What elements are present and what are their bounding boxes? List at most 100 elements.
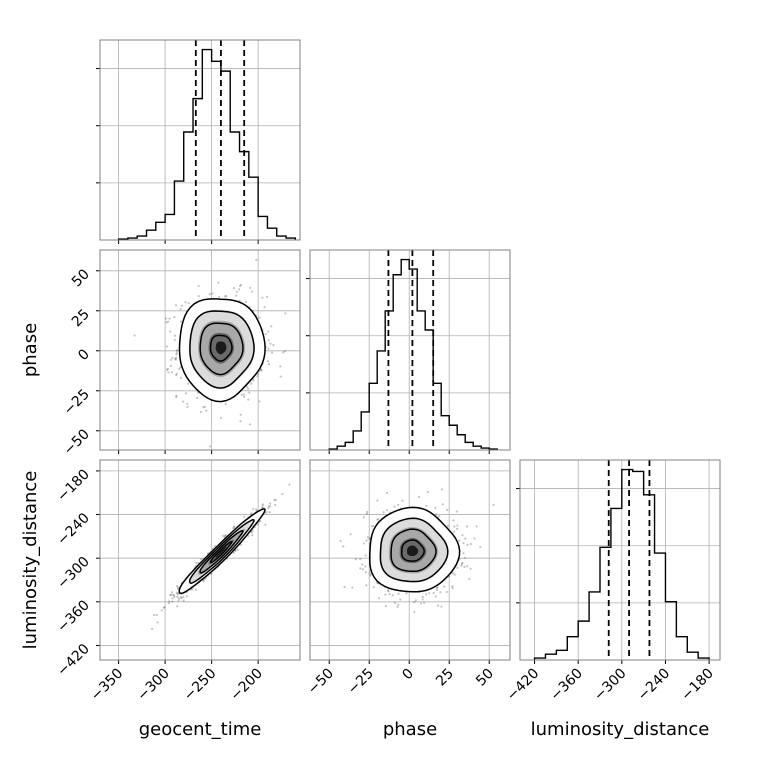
sample-point	[370, 525, 373, 528]
sample-point	[393, 505, 396, 508]
contour-line	[199, 529, 244, 574]
sample-point	[252, 379, 255, 382]
histogram-phase	[328, 258, 498, 450]
sample-point	[387, 589, 390, 592]
panel-content	[100, 250, 300, 456]
sample-point	[361, 563, 364, 566]
sample-point	[174, 358, 177, 361]
sample-point	[169, 594, 172, 597]
sample-point	[169, 593, 172, 596]
sample-point	[177, 599, 180, 602]
sample-point	[458, 539, 461, 542]
sample-point	[254, 508, 258, 511]
sample-point	[414, 599, 417, 602]
sample-point	[461, 561, 464, 565]
sample-point	[284, 312, 287, 315]
sample-point	[176, 593, 179, 596]
sample-point	[249, 286, 252, 290]
x-tick-label: −180	[678, 666, 717, 705]
sample-point	[426, 490, 429, 494]
x-tick-label: −50	[305, 666, 337, 698]
sample-point	[274, 503, 277, 507]
sample-point	[421, 595, 424, 599]
sample-point	[182, 599, 185, 602]
sample-point	[453, 525, 456, 528]
sample-point	[372, 524, 375, 528]
panel-frame	[99, 459, 301, 661]
sample-point	[182, 595, 185, 599]
sample-point	[232, 525, 235, 528]
sample-point	[365, 512, 369, 515]
sample-point	[419, 602, 423, 605]
sample-point	[256, 375, 259, 378]
sample-point	[170, 358, 173, 361]
sample-point	[436, 586, 439, 589]
y-tick-label: 0	[75, 346, 93, 364]
sample-point	[180, 596, 183, 600]
sample-point	[232, 527, 235, 530]
sample-point	[247, 398, 250, 401]
sample-point	[168, 600, 171, 603]
sample-point	[269, 502, 272, 505]
sample-point	[369, 573, 372, 576]
sample-point	[163, 606, 166, 609]
sample-point	[377, 517, 380, 521]
x-tick-label: −300	[591, 666, 630, 705]
contour-line	[178, 298, 266, 403]
sample-point	[267, 507, 270, 510]
sample-point	[250, 531, 253, 534]
sample-point	[460, 564, 463, 567]
sample-point	[169, 330, 172, 333]
sample-point	[364, 554, 367, 557]
x-tick-label: −300	[134, 666, 173, 705]
sample-point	[156, 621, 159, 624]
x-axis-label-luminosity_distance: luminosity_distance	[531, 719, 710, 740]
panel-phase-vs-luminosity_distance	[309, 459, 511, 664]
sample-point	[388, 592, 391, 596]
panel-frame	[99, 39, 301, 241]
sample-point	[401, 499, 404, 502]
sample-point	[184, 301, 187, 304]
sample-point	[377, 597, 381, 600]
sample-point	[173, 316, 176, 319]
sample-point	[169, 364, 173, 367]
sample-point	[179, 366, 182, 369]
panel-frame	[309, 459, 511, 661]
sample-point	[466, 565, 469, 568]
sample-point	[343, 585, 346, 589]
sample-point	[417, 495, 421, 499]
sample-point	[175, 351, 178, 355]
sample-point	[208, 292, 211, 296]
sample-point	[464, 537, 467, 540]
histogram-geocent_time	[117, 48, 297, 240]
sample-point	[368, 537, 371, 541]
panel-content	[100, 460, 300, 660]
sample-point	[267, 505, 271, 508]
sample-point	[217, 281, 220, 284]
sample-point	[205, 409, 208, 412]
sample-point	[179, 376, 182, 379]
sample-point	[239, 420, 242, 423]
sample-point	[258, 316, 261, 319]
sample-point	[435, 587, 439, 590]
panel-phase	[306, 249, 511, 454]
sample-point	[397, 603, 400, 606]
sample-point	[391, 593, 394, 597]
sample-point	[187, 454, 189, 456]
sample-point	[382, 511, 385, 514]
y-tick-label: 50	[69, 266, 93, 290]
sample-point	[255, 258, 258, 261]
x-tick-label: 25	[433, 666, 457, 690]
sample-point	[455, 527, 459, 530]
sample-point	[180, 304, 184, 307]
sample-point	[162, 606, 165, 609]
sample-point	[167, 371, 170, 374]
sample-point	[362, 516, 365, 519]
panel-frame	[309, 249, 511, 451]
sample-point	[249, 382, 253, 385]
sample-point	[176, 584, 179, 588]
histogram-luminosity_distance	[533, 468, 710, 660]
sample-point	[196, 396, 199, 400]
sample-point	[435, 589, 439, 592]
sample-point	[173, 338, 176, 342]
